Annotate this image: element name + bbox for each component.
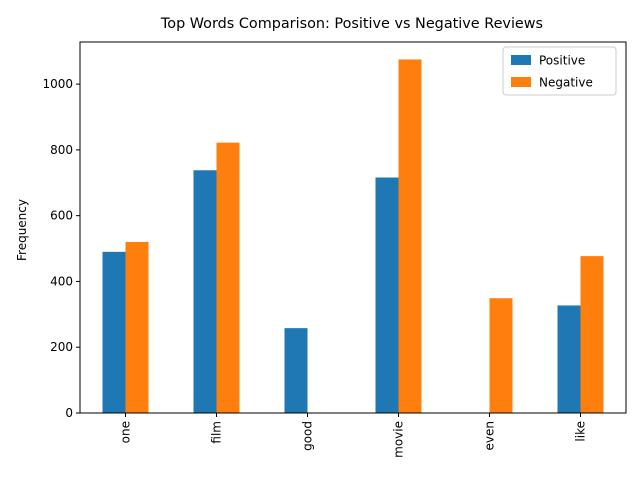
- bar-positive-one: [102, 251, 126, 413]
- x-tick-label: even: [483, 421, 497, 450]
- legend: Positive Negative: [502, 46, 617, 96]
- plot-area: [79, 41, 627, 414]
- bar-positive-good: [284, 328, 308, 413]
- y-tick-label: 600: [50, 209, 73, 223]
- legend-box: [502, 46, 617, 96]
- x-tick-label: one: [119, 421, 133, 443]
- y-axis-label: Frequency: [15, 199, 29, 261]
- bar-positive-movie: [375, 177, 399, 413]
- legend-swatch-negative: [511, 77, 531, 87]
- bar-negative-like: [580, 256, 604, 413]
- bar-negative-movie: [398, 59, 422, 414]
- bar-negative-one: [125, 241, 149, 413]
- chart-title: Top Words Comparison: Positive vs Negati…: [160, 16, 543, 32]
- y-axis: 0 200 400 600 800 1000: [42, 77, 80, 420]
- x-tick-label: good: [301, 421, 315, 451]
- y-tick-label: 0: [65, 406, 73, 420]
- bar-negative-film: [216, 142, 240, 413]
- x-tick-label: movie: [392, 421, 406, 458]
- bar-positive-film: [193, 170, 217, 413]
- bar-negative-even: [489, 298, 513, 413]
- y-tick-label: 800: [50, 143, 73, 157]
- x-tick-label: like: [574, 421, 588, 442]
- y-tick-label: 400: [50, 274, 73, 288]
- bar-positive-like: [557, 305, 581, 413]
- legend-label-negative: Negative: [539, 76, 593, 90]
- legend-swatch-positive: [511, 55, 531, 65]
- plot-frame: [79, 41, 627, 414]
- legend-label-positive: Positive: [539, 54, 585, 68]
- x-tick-label: film: [210, 421, 224, 444]
- x-axis: one film good movie even like: [119, 413, 588, 458]
- y-tick-label: 200: [50, 340, 73, 354]
- y-tick-label: 1000: [42, 77, 73, 91]
